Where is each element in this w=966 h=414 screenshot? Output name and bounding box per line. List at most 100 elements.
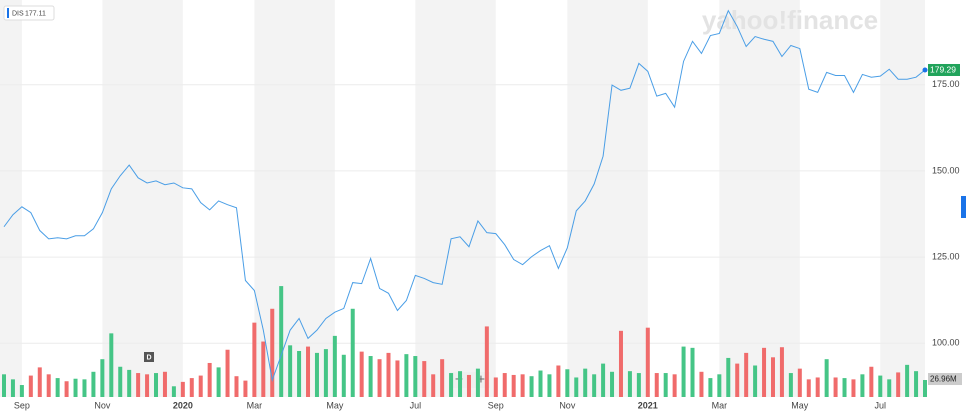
volume-bar (279, 286, 284, 397)
volume-bar (73, 378, 78, 397)
volume-bar (136, 373, 141, 397)
x-tick-label: Sep (14, 400, 30, 410)
last-point (922, 67, 928, 73)
volume-bar (395, 360, 400, 397)
event-marker[interactable] (144, 352, 154, 362)
legend-swatch (7, 8, 9, 18)
volume-bar (314, 352, 319, 397)
volume-label: 26.96M (930, 375, 957, 384)
y-tick-label: 125.00 (932, 251, 960, 261)
volume-bar (189, 378, 194, 397)
y-tick-label: 100.00 (932, 338, 960, 348)
volume-bar (323, 349, 328, 397)
side-tab[interactable] (961, 196, 966, 218)
volume-bar (717, 374, 722, 397)
volume-bar (923, 380, 927, 397)
volume-bar (64, 381, 69, 397)
volume-bar (770, 357, 775, 397)
volume-bar (449, 373, 454, 397)
volume-bar (869, 366, 874, 397)
volume-label-box (928, 373, 962, 386)
volume-bar (583, 368, 588, 397)
volume-bar (914, 371, 919, 397)
volume-bar (431, 374, 436, 397)
month-band (0, 0, 22, 397)
volume-bar (100, 359, 105, 397)
volume-bar (377, 359, 382, 397)
volume-bar (127, 369, 132, 397)
x-tick-label: 2021 (638, 400, 658, 410)
volume-bar (207, 362, 212, 397)
volume-bar (484, 326, 489, 397)
month-band (567, 0, 648, 397)
volume-bar (359, 351, 364, 397)
volume-bar (753, 365, 758, 397)
volume-bar (779, 347, 784, 397)
volume-bar (458, 371, 463, 397)
last-price-box (928, 63, 960, 76)
volume-bar (440, 359, 445, 397)
volume-bar (306, 346, 311, 397)
volume-bar (627, 371, 632, 397)
volume-bar (744, 352, 749, 397)
volume-bar (806, 379, 811, 397)
x-tick-label: Jul (410, 400, 422, 410)
volume-bar (10, 379, 15, 397)
volume-bar (824, 359, 829, 397)
volume-bar (681, 346, 686, 397)
x-tick-label: May (326, 400, 344, 410)
volume-bar (762, 347, 767, 397)
volume-bar (878, 375, 883, 397)
legend-box (3, 5, 55, 21)
volume-bar (154, 373, 159, 397)
volume-bar (109, 333, 114, 397)
volume-bar (2, 374, 6, 397)
volume-bar (252, 322, 257, 397)
volume-bar (145, 374, 150, 397)
volume-bar (82, 379, 87, 397)
volume-bar (592, 374, 597, 397)
volume-bar (332, 335, 337, 397)
volume-bar (198, 375, 203, 397)
volume-bar (55, 378, 60, 397)
volume-bar (851, 379, 856, 397)
volume-bar (708, 378, 713, 397)
volume-bar (538, 370, 543, 397)
volume-bar (297, 350, 302, 397)
volume-bar (261, 341, 266, 397)
volume-bar (350, 308, 355, 397)
zoom-in[interactable]: + (477, 371, 485, 387)
volume-bar (636, 373, 641, 397)
volume-bar (19, 385, 24, 397)
volume-bar (171, 386, 176, 397)
last-price-label: 179.29 (930, 65, 956, 75)
volume-bar (726, 357, 731, 397)
x-tick-label: Nov (559, 400, 576, 410)
volume-bar (842, 378, 847, 397)
volume-bar (547, 374, 552, 397)
x-tick-label: Mar (247, 400, 263, 410)
volume-bar (556, 365, 561, 397)
volume-bar (386, 352, 391, 397)
volume-bar (520, 374, 525, 397)
x-tick-label: Jul (875, 400, 887, 410)
volume-bar (699, 371, 704, 397)
month-band (102, 0, 183, 397)
volume-bar (601, 363, 606, 397)
volume-bar (422, 361, 427, 397)
volume-bar (735, 363, 740, 397)
month-band (254, 0, 335, 397)
volume-bar (511, 374, 516, 397)
volume-bar (180, 381, 185, 397)
background (0, 0, 925, 397)
volume-bar (46, 374, 51, 397)
volume-bar (28, 375, 33, 397)
price-line (3, 9, 926, 383)
volume-bar (529, 376, 534, 397)
volume-bar (404, 354, 409, 397)
x-tick-label: Mar (712, 400, 728, 410)
volume-bar (645, 327, 650, 397)
volume-bar (225, 349, 230, 397)
volume-bar (270, 308, 275, 397)
